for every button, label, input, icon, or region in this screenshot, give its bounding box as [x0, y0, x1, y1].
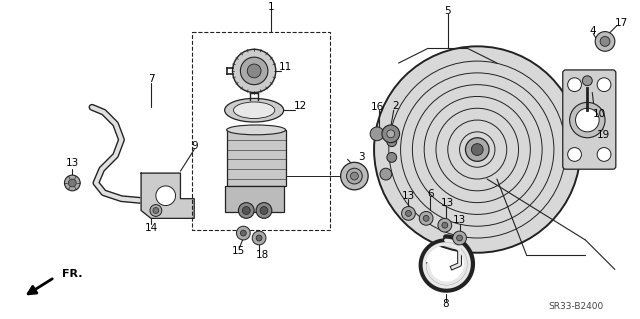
Circle shape — [351, 172, 358, 180]
Text: 2: 2 — [392, 101, 399, 111]
Circle shape — [465, 138, 489, 161]
Circle shape — [340, 162, 368, 190]
Circle shape — [236, 226, 250, 240]
Text: 15: 15 — [232, 246, 245, 256]
Circle shape — [597, 78, 611, 92]
Text: 14: 14 — [145, 223, 157, 233]
Text: FR.: FR. — [63, 269, 83, 279]
Circle shape — [568, 148, 582, 161]
Circle shape — [256, 235, 262, 241]
Circle shape — [597, 148, 611, 161]
Text: 16: 16 — [371, 102, 383, 112]
Text: 3: 3 — [358, 152, 365, 162]
Ellipse shape — [234, 102, 275, 118]
Text: 4: 4 — [590, 26, 596, 36]
Text: 13: 13 — [441, 197, 454, 208]
Circle shape — [260, 206, 268, 214]
Circle shape — [387, 130, 395, 138]
Text: 18: 18 — [255, 250, 269, 260]
Text: 19: 19 — [596, 130, 610, 140]
Circle shape — [452, 231, 467, 245]
Circle shape — [401, 206, 415, 220]
Text: 9: 9 — [191, 141, 198, 151]
Circle shape — [370, 127, 384, 141]
Text: 17: 17 — [615, 18, 628, 28]
Circle shape — [472, 144, 483, 155]
Text: 1: 1 — [268, 2, 274, 12]
Text: SR33-B2400: SR33-B2400 — [548, 302, 603, 311]
Circle shape — [68, 179, 76, 187]
Text: 11: 11 — [279, 62, 292, 72]
Circle shape — [232, 49, 276, 93]
Text: 6: 6 — [427, 189, 433, 199]
Polygon shape — [141, 173, 194, 218]
Circle shape — [380, 168, 392, 180]
Circle shape — [419, 211, 433, 225]
Circle shape — [239, 203, 254, 218]
Circle shape — [387, 152, 397, 162]
Ellipse shape — [227, 125, 285, 135]
Circle shape — [382, 125, 399, 143]
Circle shape — [387, 137, 397, 147]
Circle shape — [575, 108, 599, 132]
Text: 10: 10 — [593, 109, 605, 119]
Circle shape — [65, 175, 80, 191]
Circle shape — [442, 222, 448, 228]
Text: 13: 13 — [402, 191, 415, 201]
Circle shape — [153, 208, 159, 213]
Circle shape — [241, 230, 246, 236]
FancyBboxPatch shape — [563, 70, 616, 169]
Circle shape — [247, 64, 261, 78]
Text: 13: 13 — [453, 215, 466, 225]
Text: 7: 7 — [148, 74, 154, 84]
Circle shape — [406, 211, 412, 216]
Circle shape — [346, 168, 362, 184]
Ellipse shape — [225, 99, 284, 122]
Text: 8: 8 — [442, 299, 449, 309]
Circle shape — [374, 46, 580, 253]
Circle shape — [582, 76, 592, 86]
Circle shape — [243, 206, 250, 214]
Bar — [227, 130, 285, 186]
Text: 5: 5 — [444, 6, 451, 16]
Text: 12: 12 — [294, 101, 307, 111]
Circle shape — [156, 186, 175, 205]
Bar — [192, 32, 330, 230]
Circle shape — [423, 215, 429, 221]
Circle shape — [456, 235, 463, 241]
Circle shape — [241, 57, 268, 85]
Circle shape — [256, 203, 272, 218]
Circle shape — [150, 204, 162, 216]
Bar — [225, 186, 284, 212]
Circle shape — [252, 231, 266, 245]
Text: 13: 13 — [66, 158, 79, 168]
Circle shape — [570, 102, 605, 138]
Circle shape — [568, 78, 582, 92]
Circle shape — [600, 36, 610, 46]
Circle shape — [595, 32, 615, 51]
Circle shape — [438, 218, 452, 232]
